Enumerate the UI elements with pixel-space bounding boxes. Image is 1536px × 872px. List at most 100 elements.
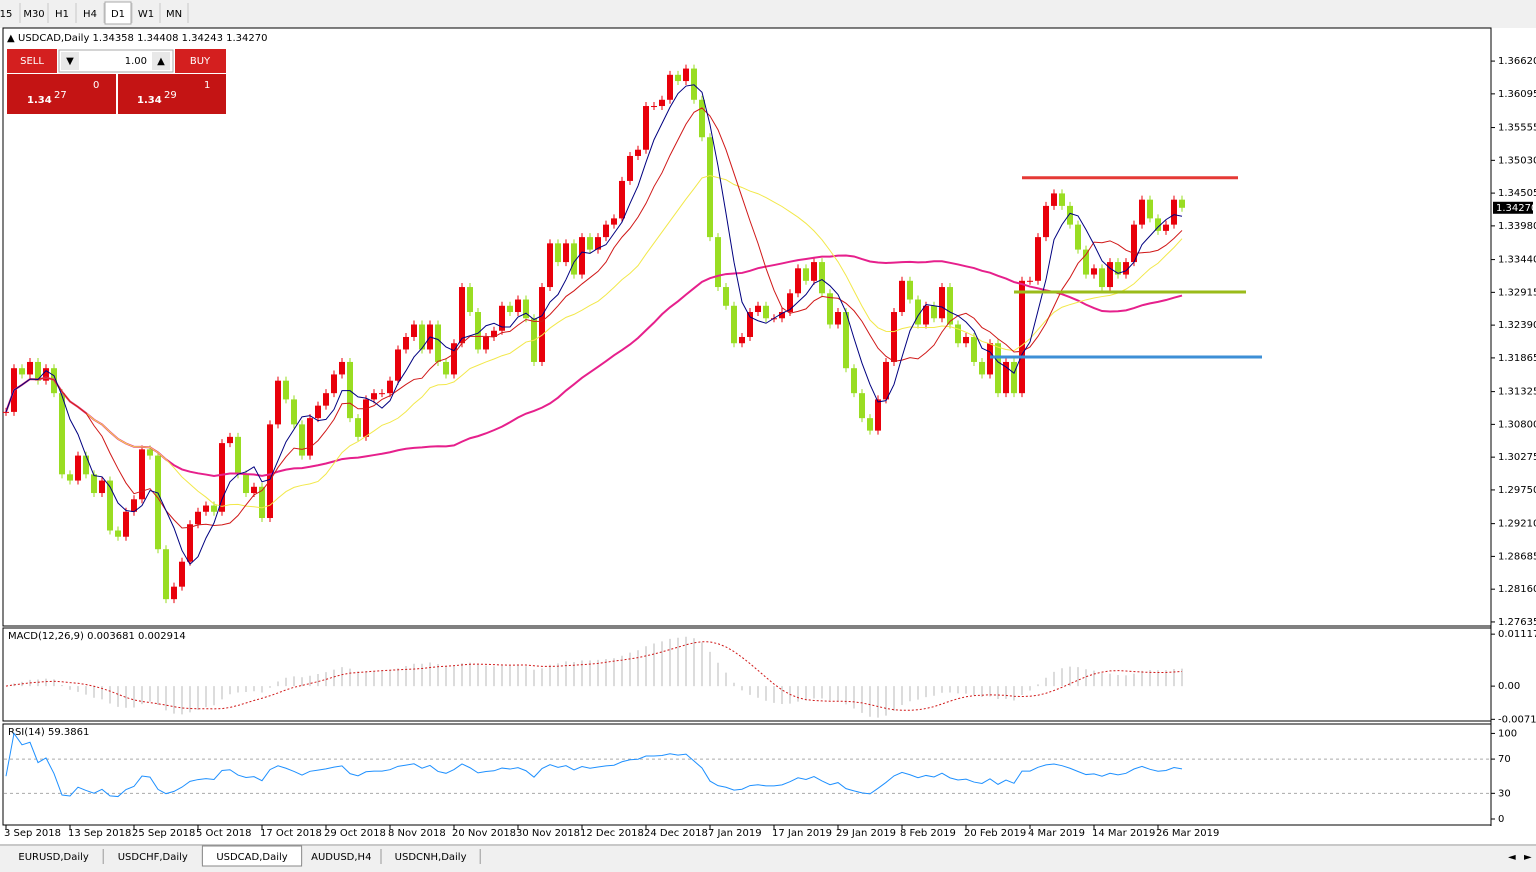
candle-body xyxy=(371,393,377,400)
scroll-left[interactable]: ◄ xyxy=(1508,852,1516,863)
chart-tab[interactable]: AUDUSD,H4 xyxy=(311,852,371,863)
y-tick-label: 1.33440 xyxy=(1498,255,1536,266)
chart-tab[interactable]: USDCNH,Daily xyxy=(395,852,467,863)
candle-body xyxy=(1123,262,1129,275)
candle-body xyxy=(971,336,977,362)
candle-body xyxy=(883,361,889,400)
candle-body xyxy=(1075,224,1081,250)
x-tick-label: 13 Sep 2018 xyxy=(68,828,131,839)
buy-price-box[interactable] xyxy=(118,74,226,114)
candle-body xyxy=(747,312,753,337)
candle-body xyxy=(67,474,73,481)
candle-body xyxy=(875,399,881,431)
y-tick-label: 1.32915 xyxy=(1498,287,1536,298)
timeframe-button[interactable]: H4 xyxy=(83,9,97,20)
candle-body xyxy=(59,393,65,475)
buy-price-big: 1.34 xyxy=(137,95,162,106)
timeframe-button[interactable]: M30 xyxy=(23,9,44,20)
chart-tab[interactable]: EURUSD,Daily xyxy=(18,852,89,863)
candle-body xyxy=(27,361,33,375)
candle-body xyxy=(475,312,481,350)
y-tick-label: 1.33980 xyxy=(1498,221,1536,232)
scroll-right[interactable]: ► xyxy=(1524,852,1532,863)
timeframe-button[interactable]: 15 xyxy=(0,9,12,20)
moving-average xyxy=(5,84,1183,565)
candle-body xyxy=(3,411,9,413)
lot-value: 1.00 xyxy=(125,56,147,67)
macd-tick-label: 0.00 xyxy=(1498,681,1520,692)
candle-body xyxy=(1019,280,1025,394)
y-tick-label: 1.32390 xyxy=(1498,320,1536,331)
lot-spinner[interactable] xyxy=(58,49,174,73)
candle-body xyxy=(251,486,257,494)
macd-panel xyxy=(2,627,1492,722)
lot-down[interactable] xyxy=(61,52,79,70)
x-tick-label: 8 Nov 2018 xyxy=(388,828,446,839)
x-tick-label: 25 Sep 2018 xyxy=(132,828,195,839)
timeframe-button[interactable]: H1 xyxy=(55,9,69,20)
candle-body xyxy=(187,524,193,562)
candle-body xyxy=(1099,268,1105,288)
timeframe-button[interactable]: W1 xyxy=(138,9,154,20)
timeframe-active xyxy=(104,1,132,25)
candle-body xyxy=(1003,361,1009,394)
x-tick-label: 26 Mar 2019 xyxy=(1156,828,1219,839)
candle-body xyxy=(443,361,449,375)
candle-body xyxy=(795,268,801,294)
candle-body xyxy=(1155,218,1161,231)
candle-body xyxy=(123,511,129,537)
candle-body xyxy=(803,268,809,281)
candle-body xyxy=(339,361,345,375)
candle-body xyxy=(75,455,81,481)
candle-body xyxy=(1083,249,1089,275)
candle-body xyxy=(1139,199,1145,225)
x-tick-label: 17 Jan 2019 xyxy=(772,828,832,839)
candle-body xyxy=(675,74,681,82)
candle-body xyxy=(171,586,177,600)
sell-price-box[interactable] xyxy=(7,74,116,114)
collapse-arrow[interactable]: ▲ xyxy=(7,33,15,44)
rsi-line xyxy=(5,732,1183,798)
timeframe-button[interactable]: D1 xyxy=(111,9,125,20)
candle-body xyxy=(659,99,665,107)
candle-body xyxy=(963,336,969,344)
y-tick-label: 1.29210 xyxy=(1498,519,1536,530)
candle-body xyxy=(1131,224,1137,263)
candle-body xyxy=(211,505,217,512)
candle-body xyxy=(411,324,417,337)
candle-body xyxy=(515,299,521,313)
candle-body xyxy=(131,499,137,512)
chart-tab[interactable]: USDCAD,Daily xyxy=(216,852,287,863)
candle-body xyxy=(507,305,513,313)
x-tick-label: 12 Dec 2018 xyxy=(580,828,644,839)
candle-body xyxy=(331,374,337,394)
x-tick-label: 29 Oct 2018 xyxy=(324,828,386,839)
candle-body xyxy=(155,455,161,550)
buy-button[interactable] xyxy=(175,49,226,73)
rsi-label: RSI(14) 59.3861 xyxy=(8,727,89,738)
last-price-label: 1.34270 xyxy=(1496,203,1536,214)
timeframe-button[interactable]: MN xyxy=(166,9,182,20)
lot-up[interactable] xyxy=(152,52,170,70)
rsi-tick-label: 0 xyxy=(1498,814,1504,825)
candle-body xyxy=(1179,199,1185,208)
candle-body xyxy=(363,399,369,437)
candle-body xyxy=(811,262,817,281)
x-tick-label: 20 Feb 2019 xyxy=(964,828,1026,839)
candle-body xyxy=(83,455,89,475)
candle-body xyxy=(1091,268,1097,275)
candle-body xyxy=(571,243,577,275)
candle-body xyxy=(667,74,673,100)
x-tick-label: 7 Jan 2019 xyxy=(708,828,762,839)
chart-tab[interactable]: USDCHF,Daily xyxy=(118,852,188,863)
candle-body xyxy=(179,561,185,587)
candle-body xyxy=(859,393,865,419)
candle-body xyxy=(19,368,25,375)
candle-body xyxy=(835,312,841,325)
sell-button[interactable] xyxy=(7,49,57,73)
candle-body xyxy=(195,511,201,525)
candle-body xyxy=(931,305,937,319)
candle-body xyxy=(867,418,873,431)
candle-body xyxy=(355,418,361,437)
